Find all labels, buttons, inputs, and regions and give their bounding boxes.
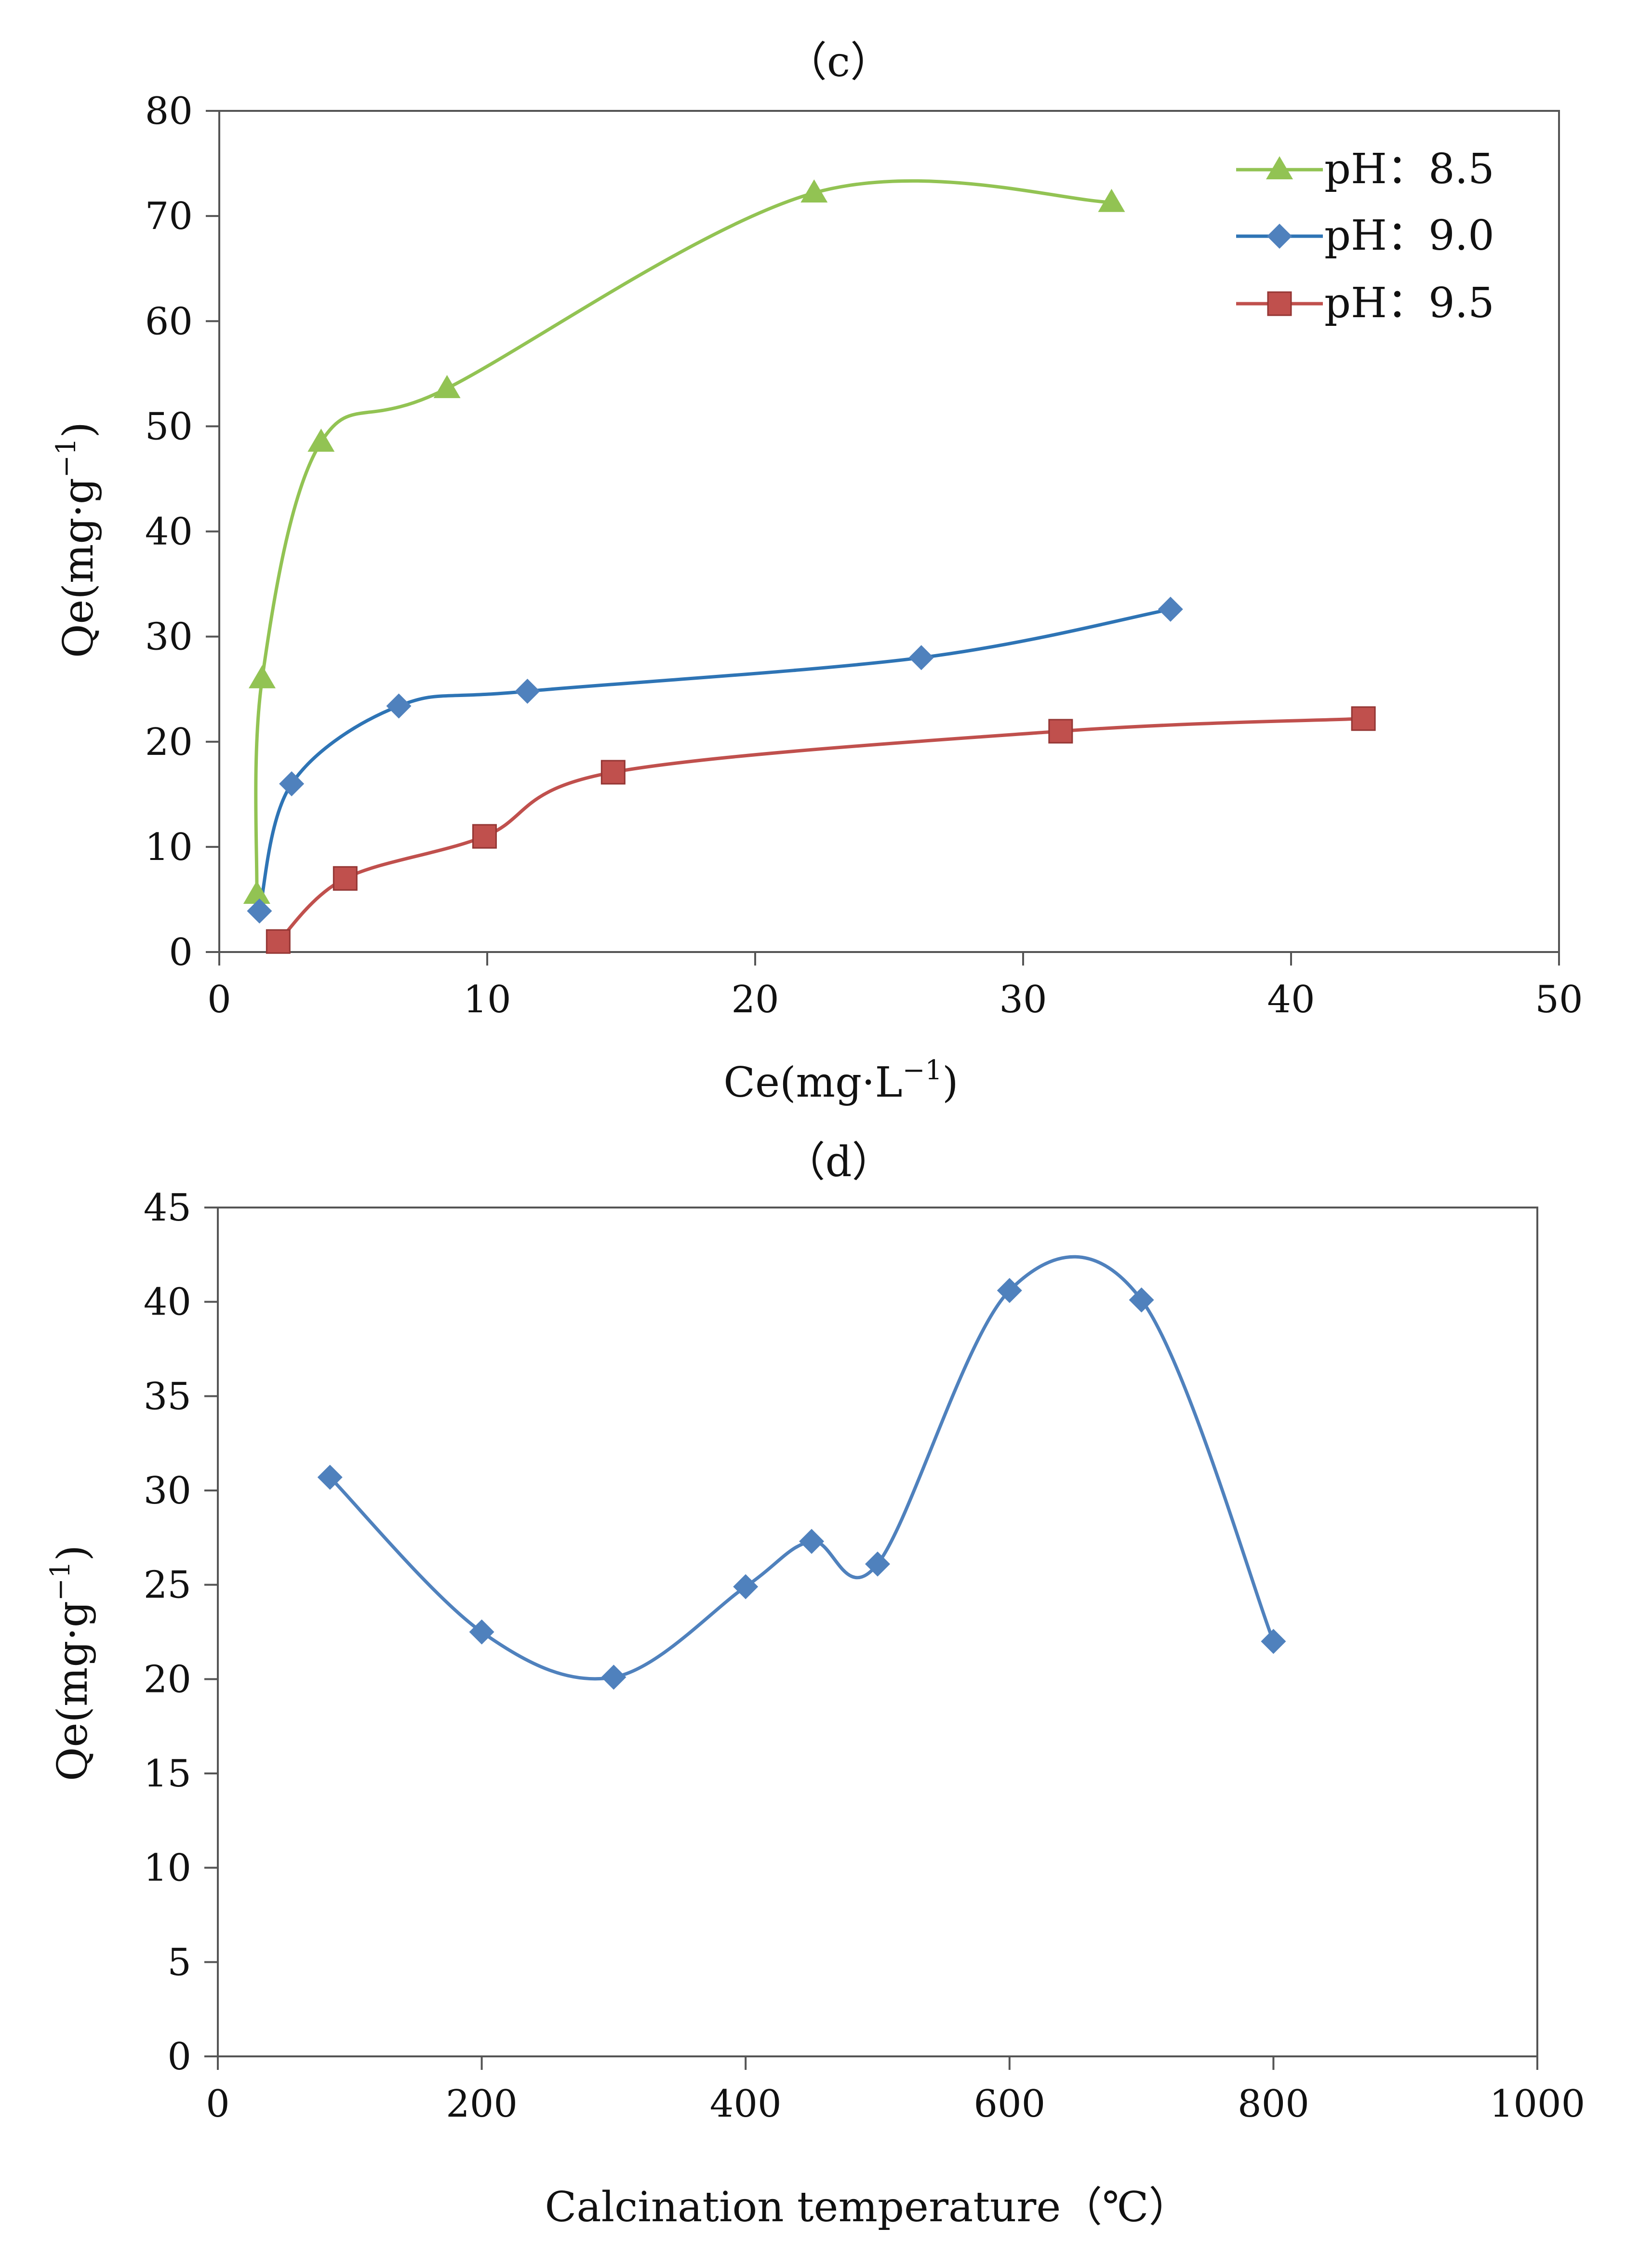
chart-c-markers (243, 179, 1376, 954)
chart-c-x-tick-label: 20 (731, 978, 779, 1021)
chart-c-x-tick-label: 0 (207, 978, 231, 1021)
chart-c-data-point (433, 375, 461, 398)
chart-c-title: （c） (786, 38, 892, 86)
chart-d-data-point (469, 1619, 494, 1645)
chart-d-data-point (865, 1551, 890, 1577)
chart-c-legend: pH：8.5 pH：9.0 pH：9.5 (1236, 145, 1494, 327)
chart-d-y-tick-label: 30 (144, 1469, 191, 1513)
chart-c-x-tick-label: 30 (999, 978, 1047, 1021)
chart-c-data-point (515, 679, 540, 704)
chart-d-data-point (317, 1464, 343, 1490)
chart-c-y-tick-label: 20 (145, 721, 193, 764)
chart-c-data-point (1098, 188, 1125, 212)
chart-c-y-tick-label: 30 (145, 616, 193, 659)
chart-c-data-point (333, 866, 358, 891)
chart-c-y-tick-label: 60 (145, 300, 193, 343)
chart-c-data-point (908, 645, 934, 671)
chart-d-y-axis-label: Qe(mg·g−1) (45, 1545, 97, 1781)
chart-d-x-tick-label: 200 (446, 2082, 518, 2126)
chart-c-data-point (386, 693, 412, 719)
chart-c-data-point (1158, 596, 1183, 622)
chart-c-data-point (279, 771, 305, 796)
chart-c-series-line-0 (254, 179, 1113, 896)
chart-d-data-point (799, 1529, 825, 1554)
chart-c-data-point (1048, 719, 1073, 744)
chart-c-y-tick-label: 50 (145, 405, 193, 448)
chart-d-markers (317, 1278, 1286, 1690)
chart-c-y-tick-label: 80 (145, 90, 193, 133)
legend-label-ph-8-5: pH：8.5 (1324, 145, 1494, 193)
chart-c-data-point (247, 898, 272, 924)
chart-c-data-point (472, 824, 497, 849)
chart-c-x-tick-label: 40 (1267, 978, 1315, 1021)
chart-d-axes: 0 5 10 15 20 25 30 35 40 45 0 200 400 600 800 1000 (144, 1186, 1586, 2126)
chart-c-x-tick-label: 10 (463, 978, 511, 1021)
chart-d-x-tick-label: 600 (973, 2082, 1045, 2126)
chart-d-y-tick-label: 45 (144, 1186, 191, 1230)
chart-c-axes: 0 10 20 30 40 50 60 70 80 0 10 20 30 40 50 (145, 90, 1583, 1021)
chart-d-data-point (733, 1574, 759, 1599)
chart-d-x-tick-label: 1000 (1490, 2082, 1586, 2126)
chart-d-x-tick-label: 400 (710, 2082, 782, 2126)
chart-d-y-tick-label: 5 (167, 1941, 191, 1984)
chart-d-x-tick-label: 0 (206, 2082, 230, 2126)
chart-d-x-axis-label: Calcination temperature（℃） (545, 2183, 1190, 2231)
chart-d-title: （d） (784, 1138, 893, 1186)
chart-d-x-tick-label: 800 (1238, 2082, 1309, 2126)
legend-label-ph-9-0: pH：9.0 (1324, 212, 1494, 260)
chart-d-y-tick-label: 10 (144, 1847, 191, 1890)
chart-d-y-tick-label: 40 (144, 1281, 191, 1324)
chart-c-data-point (307, 429, 335, 452)
chart-d-plot-frame (217, 1207, 1538, 2057)
chart-c-y-axis-label: Qe(mg·g−1) (51, 422, 103, 658)
legend-triangle-marker (1266, 156, 1293, 179)
chart-d-y-tick-label: 25 (144, 1564, 191, 1607)
legend-diamond-marker (1267, 224, 1292, 249)
chart-c-data-point (266, 929, 291, 954)
chart-c-data-point (243, 881, 270, 904)
chart-d-y-tick-label: 15 (144, 1752, 191, 1796)
chart-c-data-point (800, 179, 828, 203)
chart-c-x-tick-label: 50 (1535, 978, 1583, 1021)
legend-square-marker (1267, 291, 1292, 316)
chart-d-data-point (1261, 1629, 1286, 1654)
chart-c: （c） 0 10 20 30 40 50 60 70 80 0 10 20 30 40 50 pH：8.5 … (51, 38, 1583, 1107)
chart-d-data-point (1129, 1287, 1154, 1313)
chart-d-data-point (601, 1664, 626, 1690)
chart-c-x-axis-label: Ce(mg·L−1) (723, 1055, 958, 1107)
chart-c-data-point (1351, 706, 1376, 731)
chart-d-y-tick-label: 0 (167, 2035, 191, 2079)
chart-d-y-tick-label: 35 (144, 1375, 191, 1418)
chart-c-data-point (600, 760, 626, 785)
chart-c-y-tick-label: 40 (145, 510, 193, 554)
chart-c-y-tick-label: 0 (169, 931, 193, 974)
chart-d-data-point (997, 1278, 1022, 1303)
chart-d-y-tick-label: 20 (144, 1658, 191, 1701)
chart-c-data-point (248, 665, 276, 688)
legend-label-ph-9-5: pH：9.5 (1324, 279, 1494, 327)
chart-c-y-tick-label: 10 (145, 826, 193, 869)
chart-c-y-tick-label: 70 (145, 195, 193, 238)
